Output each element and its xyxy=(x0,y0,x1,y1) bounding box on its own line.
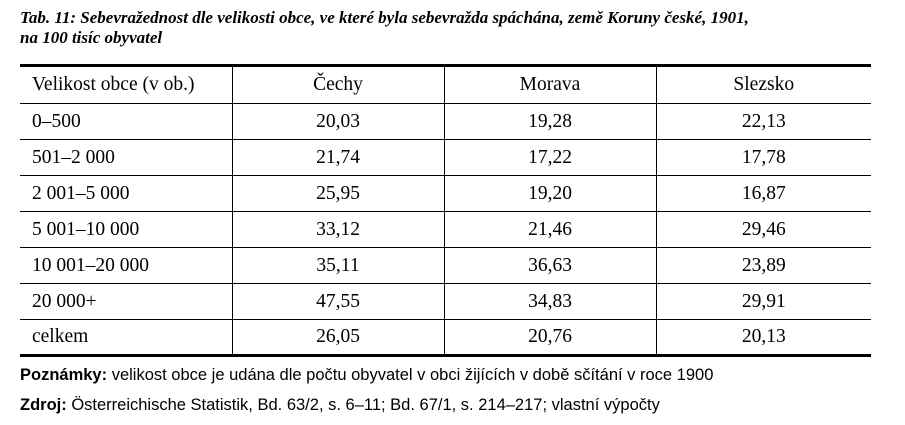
cell-cechy: 35,11 xyxy=(231,247,444,284)
cell-cechy: 21,74 xyxy=(231,139,444,176)
cell-slezsko: 29,91 xyxy=(655,283,871,320)
suicide-rate-table: Velikost obce (v ob.) Čechy Morava Slezs… xyxy=(20,64,871,357)
total-label: celkem xyxy=(20,319,232,357)
table-row: 5 001–10 000 33,12 21,46 29,46 xyxy=(20,211,871,248)
cell-cechy: 25,95 xyxy=(231,175,444,212)
cell-morava: 21,46 xyxy=(443,211,656,248)
cell-morava: 36,63 xyxy=(443,247,656,284)
cell-cechy: 47,55 xyxy=(231,283,444,320)
remarks-note: Poznámky: velikost obce je udána dle poč… xyxy=(20,360,885,390)
row-label: 5 001–10 000 xyxy=(20,211,232,248)
row-label: 2 001–5 000 xyxy=(20,175,232,212)
source-note: Zdroj: Österreichische Statistik, Bd. 63… xyxy=(20,390,885,420)
header-size: Velikost obce (v ob.) xyxy=(20,65,232,104)
cell-slezsko: 29,46 xyxy=(655,211,871,248)
remarks-text: velikost obce je udána dle počtu obyvate… xyxy=(107,366,714,384)
total-cechy: 26,05 xyxy=(231,319,444,357)
row-label: 0–500 xyxy=(20,103,232,140)
cell-morava: 19,20 xyxy=(443,175,656,212)
cell-cechy: 33,12 xyxy=(231,211,444,248)
caption-line-1: Tab. 11: Sebevražednost dle velikosti ob… xyxy=(20,8,749,27)
header-morava: Morava xyxy=(443,65,656,104)
cell-slezsko: 23,89 xyxy=(655,247,871,284)
source-text: Österreichische Statistik, Bd. 63/2, s. … xyxy=(66,396,660,414)
table-row: 501–2 000 21,74 17,22 17,78 xyxy=(20,139,871,176)
table-header-row: Velikost obce (v ob.) Čechy Morava Slezs… xyxy=(20,65,871,104)
cell-slezsko: 16,87 xyxy=(655,175,871,212)
row-label: 20 000+ xyxy=(20,283,232,320)
cell-morava: 17,22 xyxy=(443,139,656,176)
cell-slezsko: 22,13 xyxy=(655,103,871,140)
cell-cechy: 20,03 xyxy=(231,103,444,140)
cell-slezsko: 17,78 xyxy=(655,139,871,176)
table-row: 2 001–5 000 25,95 19,20 16,87 xyxy=(20,175,871,212)
table-row: 0–500 20,03 19,28 22,13 xyxy=(20,103,871,140)
caption-line-2: na 100 tisíc obyvatel xyxy=(20,28,163,47)
table-notes: Poznámky: velikost obce je udána dle poč… xyxy=(20,360,885,420)
row-label: 501–2 000 xyxy=(20,139,232,176)
total-morava: 20,76 xyxy=(443,319,656,357)
header-slezsko: Slezsko xyxy=(655,65,871,104)
source-label: Zdroj: xyxy=(20,396,67,414)
remarks-label: Poznámky: xyxy=(20,366,108,384)
total-slezsko: 20,13 xyxy=(655,319,871,357)
table-row: 20 000+ 47,55 34,83 29,91 xyxy=(20,283,871,320)
row-label: 10 001–20 000 xyxy=(20,247,232,284)
table-caption: Tab. 11: Sebevražednost dle velikosti ob… xyxy=(20,8,885,48)
cell-morava: 19,28 xyxy=(443,103,656,140)
table-total-row: celkem 26,05 20,76 20,13 xyxy=(20,319,871,357)
header-cechy: Čechy xyxy=(231,65,444,104)
cell-morava: 34,83 xyxy=(443,283,656,320)
table-row: 10 001–20 000 35,11 36,63 23,89 xyxy=(20,247,871,284)
